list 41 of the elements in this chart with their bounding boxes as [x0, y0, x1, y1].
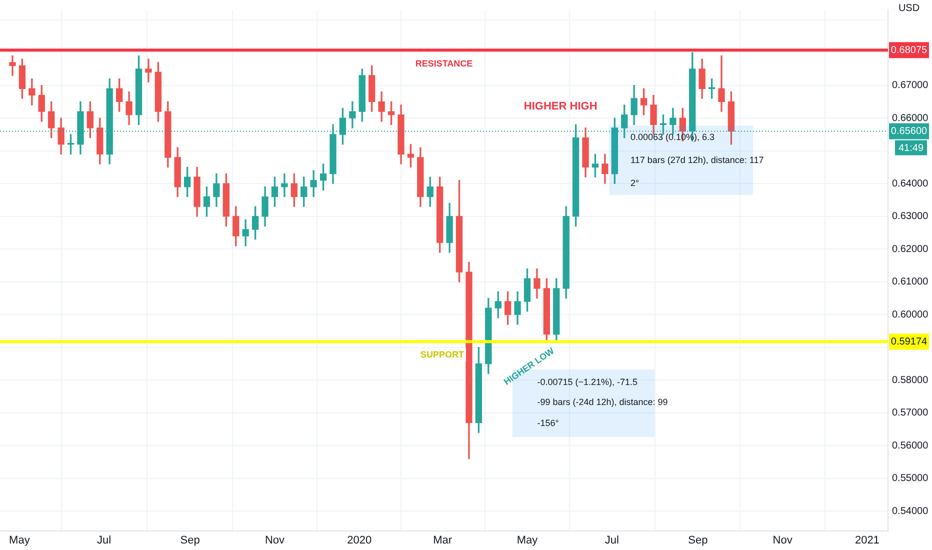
x-tick-label: Nov [772, 534, 793, 546]
y-tick-label: 0.54000 [892, 506, 929, 517]
annotation: -0.00715 (−1.21%), -71.5 [537, 376, 638, 387]
annotation: 117 bars (27d 12h), distance: 117 [630, 154, 764, 165]
y-tick-label: 0.57000 [892, 408, 929, 419]
y-tick-label: 0.63000 [892, 211, 929, 222]
x-tick-label: May [516, 534, 538, 546]
ref-line-label: 0.59174 [890, 336, 928, 348]
y-tick-label: 0.67000 [892, 80, 929, 92]
ref-line-label: 0.65600 [890, 126, 928, 137]
candlestick [310, 170, 317, 198]
x-tick-label: Sep [180, 534, 200, 546]
annotation: HIGHER HIGH [524, 100, 598, 112]
annotation: -156° [537, 418, 560, 428]
y-tick-label: 0.62000 [892, 244, 929, 255]
y-tick-label: 0.64000 [892, 178, 929, 190]
y-tick-label: 0.66000 [892, 112, 929, 124]
text: 41:49 [898, 142, 924, 154]
x-tick-label: Jul [604, 534, 619, 546]
annotation: -99 bars (-24d 12h), distance: 99 [537, 397, 668, 408]
candlestick [9, 56, 16, 76]
x-tick-label: Jul [97, 534, 112, 546]
ref-line-label: 0.68075 [890, 44, 928, 56]
annotation: SUPPORT [420, 349, 464, 360]
candlestick [718, 56, 725, 112]
y-tick-label: 0.55000 [892, 473, 929, 484]
candlestick [281, 173, 288, 198]
annotation: 2° [630, 178, 640, 188]
x-tick-label: Sep [688, 534, 708, 546]
x-tick-label: 2020 [347, 534, 372, 546]
x-tick-label: 2021 [854, 534, 880, 546]
x-tick-label: May [9, 534, 30, 546]
text: USD [898, 2, 920, 14]
candlestick [145, 58, 152, 82]
y-tick-label: 0.58000 [892, 374, 929, 386]
annotation: RESISTANCE [415, 58, 473, 69]
x-tick-label: Nov [264, 534, 286, 546]
y-tick-label: 0.56000 [892, 440, 929, 452]
y-tick-label: 0.61000 [892, 276, 929, 288]
y-tick-label: 0.60000 [892, 309, 929, 320]
x-tick-label: Mar [433, 534, 452, 546]
